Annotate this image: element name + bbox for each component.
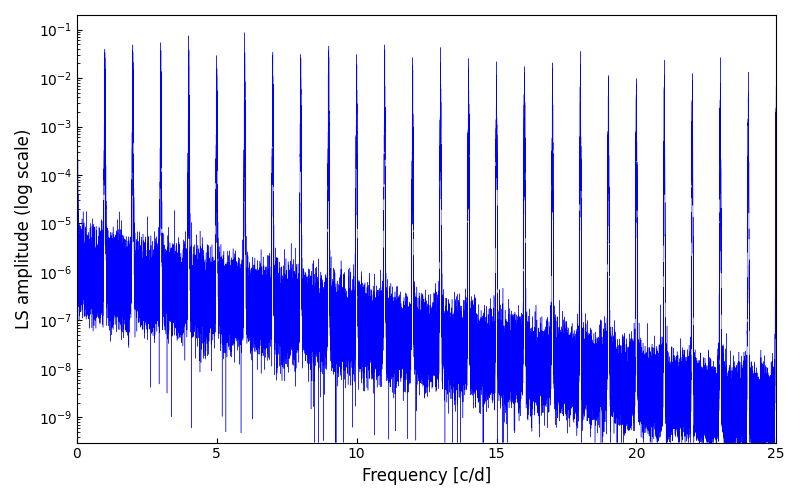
- X-axis label: Frequency [c/d]: Frequency [c/d]: [362, 467, 491, 485]
- Y-axis label: LS amplitude (log scale): LS amplitude (log scale): [15, 128, 33, 329]
